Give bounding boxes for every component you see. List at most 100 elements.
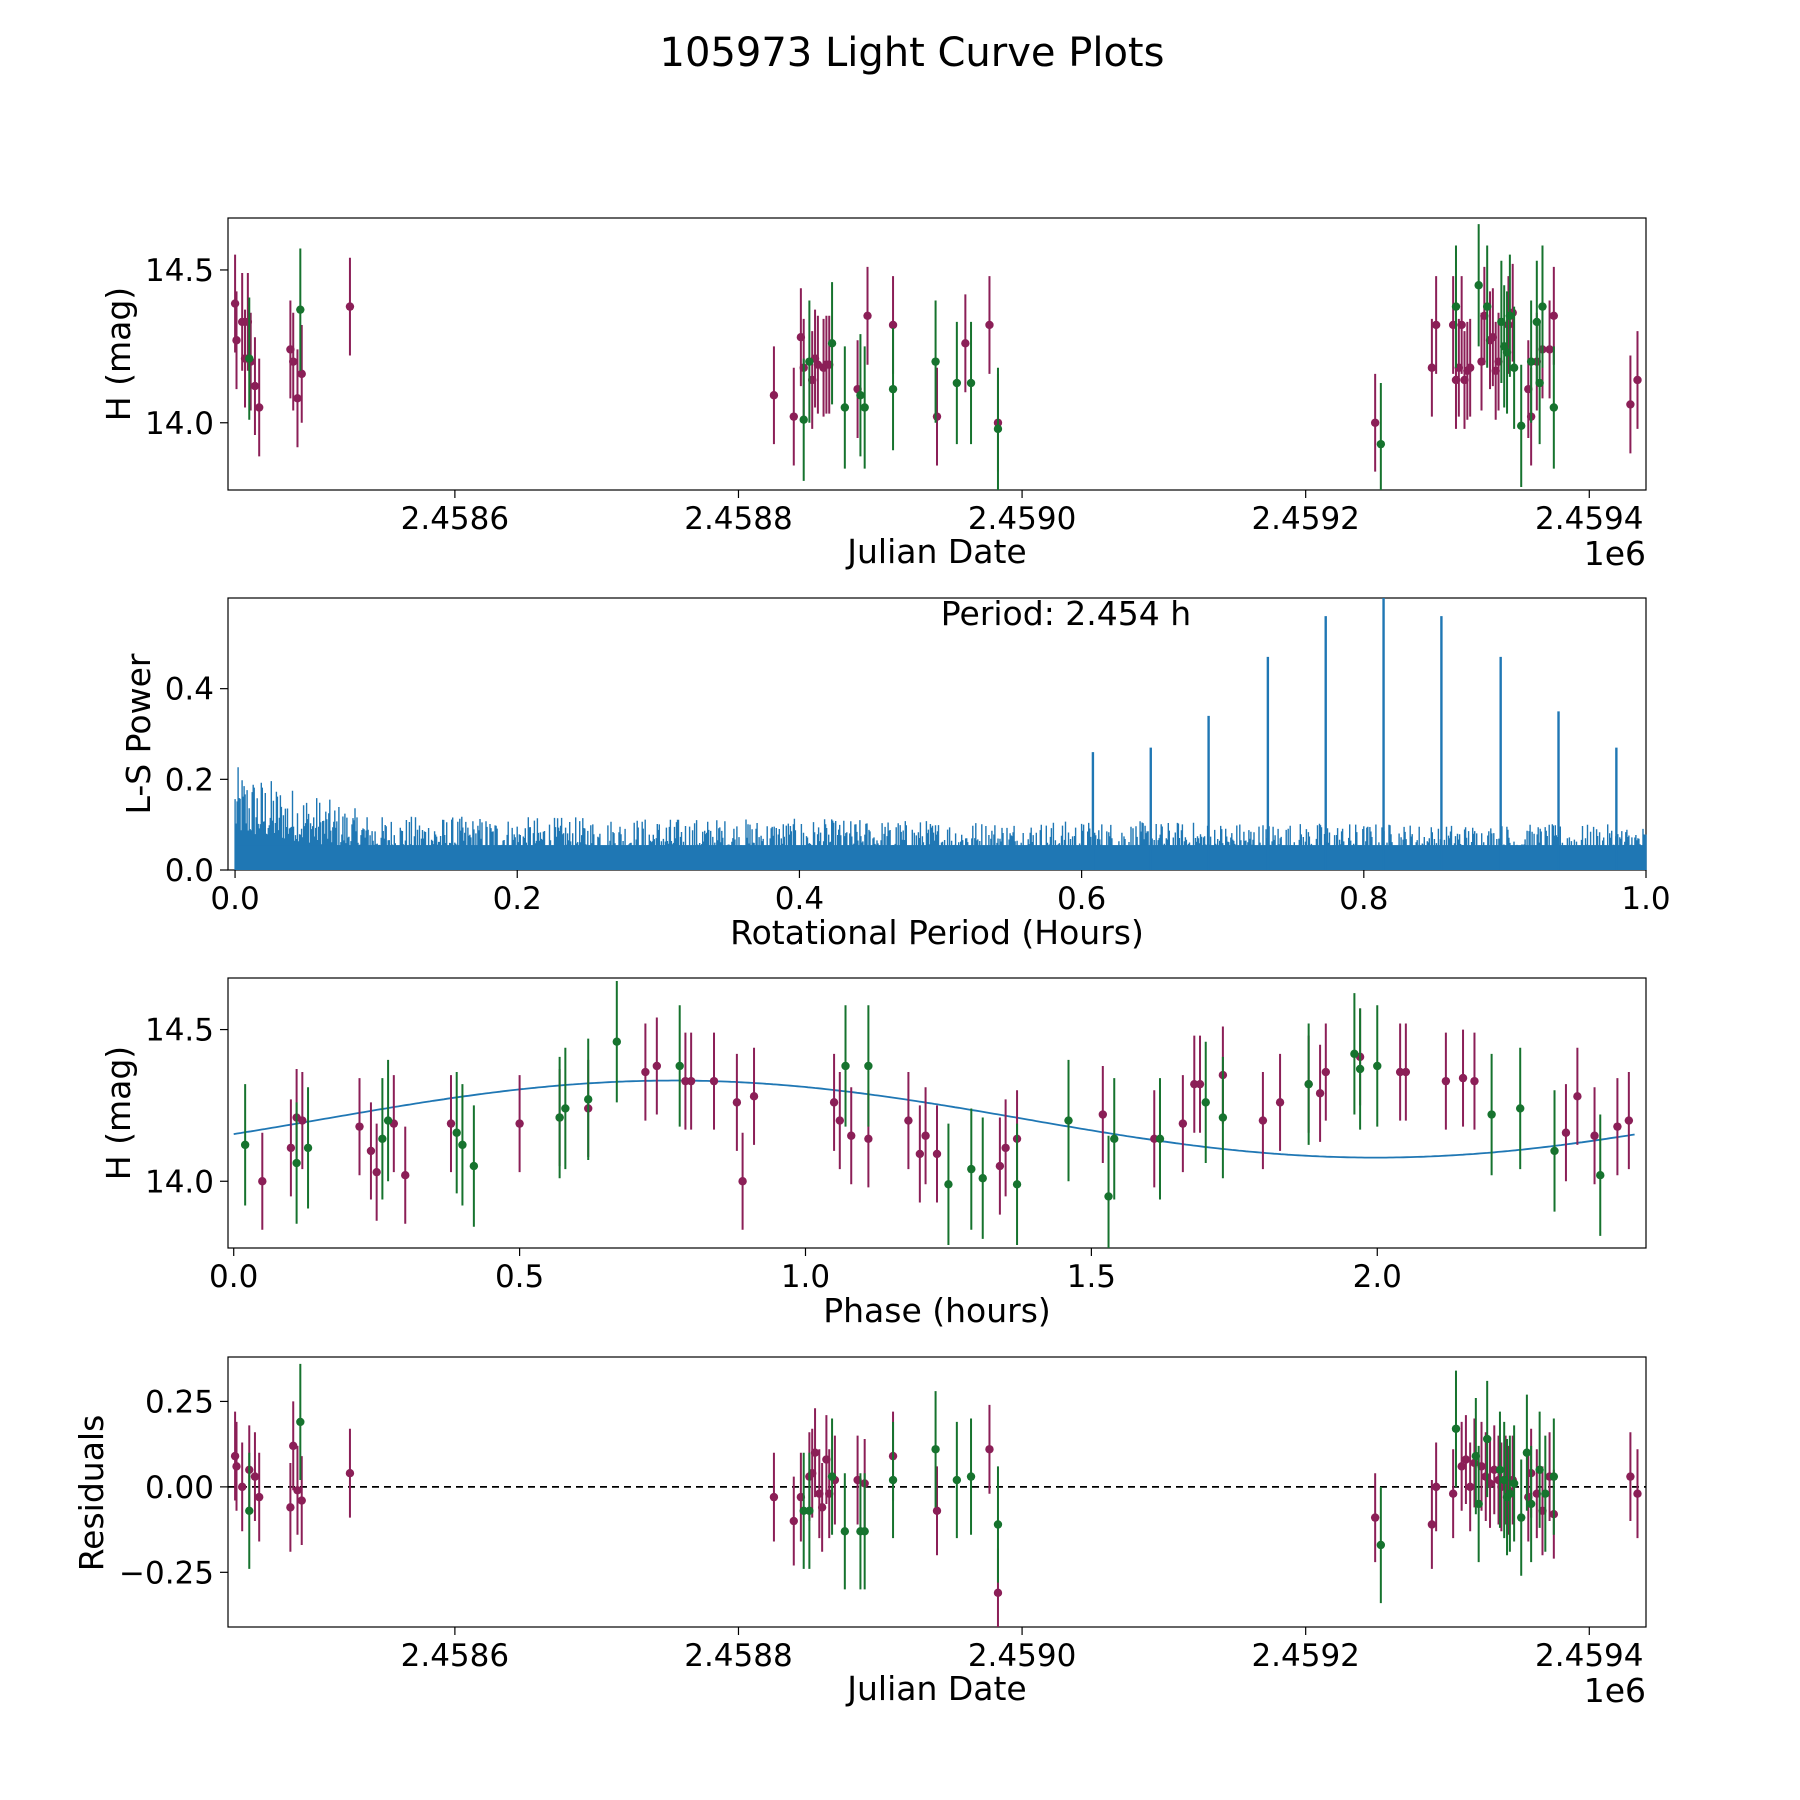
data-point-maroon bbox=[769, 1492, 779, 1502]
data-point-green bbox=[292, 1158, 301, 1168]
data-marks bbox=[230, 224, 1642, 490]
data-point-maroon bbox=[345, 1469, 355, 1478]
period-annotation: Period: 2.454 h bbox=[941, 594, 1191, 633]
y-ticks: 0.0 0.2 0.4 bbox=[165, 672, 228, 889]
data-point-maroon bbox=[515, 1119, 524, 1128]
x-tick-label: 2.4590 bbox=[968, 501, 1076, 537]
data-point-maroon bbox=[1470, 1076, 1479, 1086]
x-tick-label: 2.4594 bbox=[1535, 1638, 1643, 1674]
data-point-maroon bbox=[1457, 1462, 1466, 1471]
x-tick-label: 0.4 bbox=[775, 881, 824, 917]
data-point-green bbox=[827, 339, 837, 348]
x-offset-label: 1e6 bbox=[1584, 1671, 1646, 1710]
data-point-maroon bbox=[1258, 1116, 1268, 1125]
data-point-green bbox=[1155, 1134, 1165, 1143]
data-point-green bbox=[1535, 378, 1544, 388]
data-point-green bbox=[952, 378, 962, 388]
data-point-maroon bbox=[1626, 1472, 1635, 1481]
plot-frame bbox=[227, 217, 1647, 491]
data-point-maroon bbox=[641, 1067, 650, 1077]
data-point-maroon bbox=[366, 1146, 376, 1156]
data-point-maroon bbox=[904, 1116, 913, 1125]
y-axis-label: L-S Power bbox=[119, 653, 158, 814]
data-point-green bbox=[1451, 302, 1461, 311]
data-point-green bbox=[1516, 1104, 1525, 1113]
data-point-green bbox=[860, 1527, 869, 1536]
data-point-green bbox=[856, 391, 865, 400]
y-tick-label: 0.00 bbox=[145, 1470, 214, 1506]
data-point-green bbox=[799, 415, 808, 424]
data-point-green bbox=[296, 1417, 305, 1427]
data-point-green bbox=[952, 1475, 962, 1485]
data-point-maroon bbox=[789, 412, 798, 421]
x-tick-label: 2.4586 bbox=[401, 501, 509, 537]
data-point-green bbox=[1487, 1110, 1496, 1119]
panel-residuals: 2.4586 2.4588 2.4590 2.4592 2.4594 −0.25 0.00… bbox=[72, 1356, 1647, 1710]
data-point-maroon bbox=[298, 1116, 307, 1125]
data-point-green bbox=[1355, 1064, 1365, 1074]
data-point-maroon bbox=[738, 1177, 747, 1186]
y-tick-label: 14.0 bbox=[145, 1164, 214, 1200]
data-point-green bbox=[612, 1037, 622, 1046]
data-point-maroon bbox=[345, 302, 355, 311]
data-point-maroon bbox=[1465, 1482, 1475, 1492]
data-point-green bbox=[1526, 357, 1536, 366]
data-point-maroon bbox=[230, 1451, 240, 1461]
data-point-green bbox=[1012, 1180, 1022, 1189]
data-point-maroon bbox=[847, 1131, 856, 1140]
x-tick-label: 0.8 bbox=[1339, 881, 1388, 917]
data-point-green bbox=[245, 1506, 254, 1515]
data-point-maroon bbox=[769, 391, 779, 400]
x-tick-label: 0.6 bbox=[1057, 881, 1106, 917]
data-point-maroon bbox=[258, 1177, 267, 1186]
data-point-maroon bbox=[810, 1448, 820, 1457]
data-point-green bbox=[1596, 1170, 1605, 1180]
data-point-maroon bbox=[995, 1161, 1005, 1171]
clipped-marks bbox=[230, 224, 1642, 490]
data-point-maroon bbox=[1427, 363, 1437, 372]
data-point-maroon bbox=[985, 320, 994, 330]
data-point-green bbox=[1482, 1434, 1492, 1444]
data-point-green bbox=[1104, 1192, 1113, 1201]
data-marks bbox=[228, 1363, 1646, 1627]
data-point-green bbox=[1451, 1424, 1461, 1433]
data-point-maroon bbox=[1573, 1092, 1582, 1101]
data-point-maroon bbox=[1457, 320, 1466, 330]
data-point-green bbox=[993, 1520, 1003, 1529]
data-point-green bbox=[378, 1134, 387, 1143]
data-point-maroon bbox=[230, 299, 240, 308]
data-point-maroon bbox=[237, 1482, 247, 1492]
y-axis-label: H (mag) bbox=[99, 287, 138, 421]
data-point-maroon bbox=[446, 1119, 456, 1128]
data-point-maroon bbox=[749, 1092, 759, 1101]
data-point-maroon bbox=[250, 1472, 260, 1481]
data-point-green bbox=[1474, 281, 1483, 290]
data-point-maroon bbox=[1431, 320, 1441, 330]
data-point-maroon bbox=[864, 1134, 873, 1143]
data-point-maroon bbox=[1549, 311, 1559, 320]
data-point-green bbox=[931, 1445, 940, 1454]
data-point-maroon bbox=[1545, 345, 1554, 354]
x-axis-label: Phase (hours) bbox=[823, 1291, 1051, 1330]
data-point-maroon bbox=[1401, 1067, 1411, 1077]
data-point-maroon bbox=[1465, 363, 1475, 372]
data-point-maroon bbox=[652, 1061, 662, 1071]
data-point-maroon bbox=[817, 1503, 827, 1512]
data-point-maroon bbox=[1613, 1122, 1622, 1131]
data-point-green bbox=[1474, 1499, 1483, 1509]
data-point-green bbox=[1350, 1049, 1359, 1059]
data-point-green bbox=[245, 354, 254, 363]
y-tick-label: −0.25 bbox=[119, 1555, 214, 1591]
y-tick-label: 14.5 bbox=[145, 1013, 214, 1049]
plot-frame bbox=[227, 597, 1647, 871]
data-point-green bbox=[1495, 1465, 1505, 1474]
data-point-maroon bbox=[863, 311, 872, 320]
data-point-green bbox=[827, 1472, 837, 1481]
data-point-maroon bbox=[250, 381, 260, 391]
x-tick-label: 2.4594 bbox=[1535, 501, 1643, 537]
data-point-maroon bbox=[1633, 375, 1642, 385]
data-point-green bbox=[675, 1061, 684, 1071]
data-point-maroon bbox=[961, 339, 970, 348]
y-tick-label: 0.2 bbox=[165, 762, 214, 798]
